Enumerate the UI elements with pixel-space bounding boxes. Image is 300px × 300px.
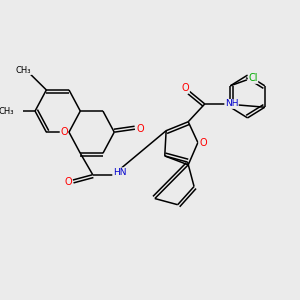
Text: O: O	[182, 83, 189, 93]
Text: Cl: Cl	[248, 74, 258, 83]
Text: O: O	[60, 127, 68, 137]
Text: HN: HN	[113, 168, 126, 177]
Text: O: O	[199, 138, 207, 148]
Text: NH: NH	[225, 99, 238, 108]
Text: CH₃: CH₃	[0, 106, 14, 116]
Text: CH₃: CH₃	[16, 65, 32, 74]
Text: O: O	[64, 176, 72, 187]
Text: O: O	[136, 124, 144, 134]
